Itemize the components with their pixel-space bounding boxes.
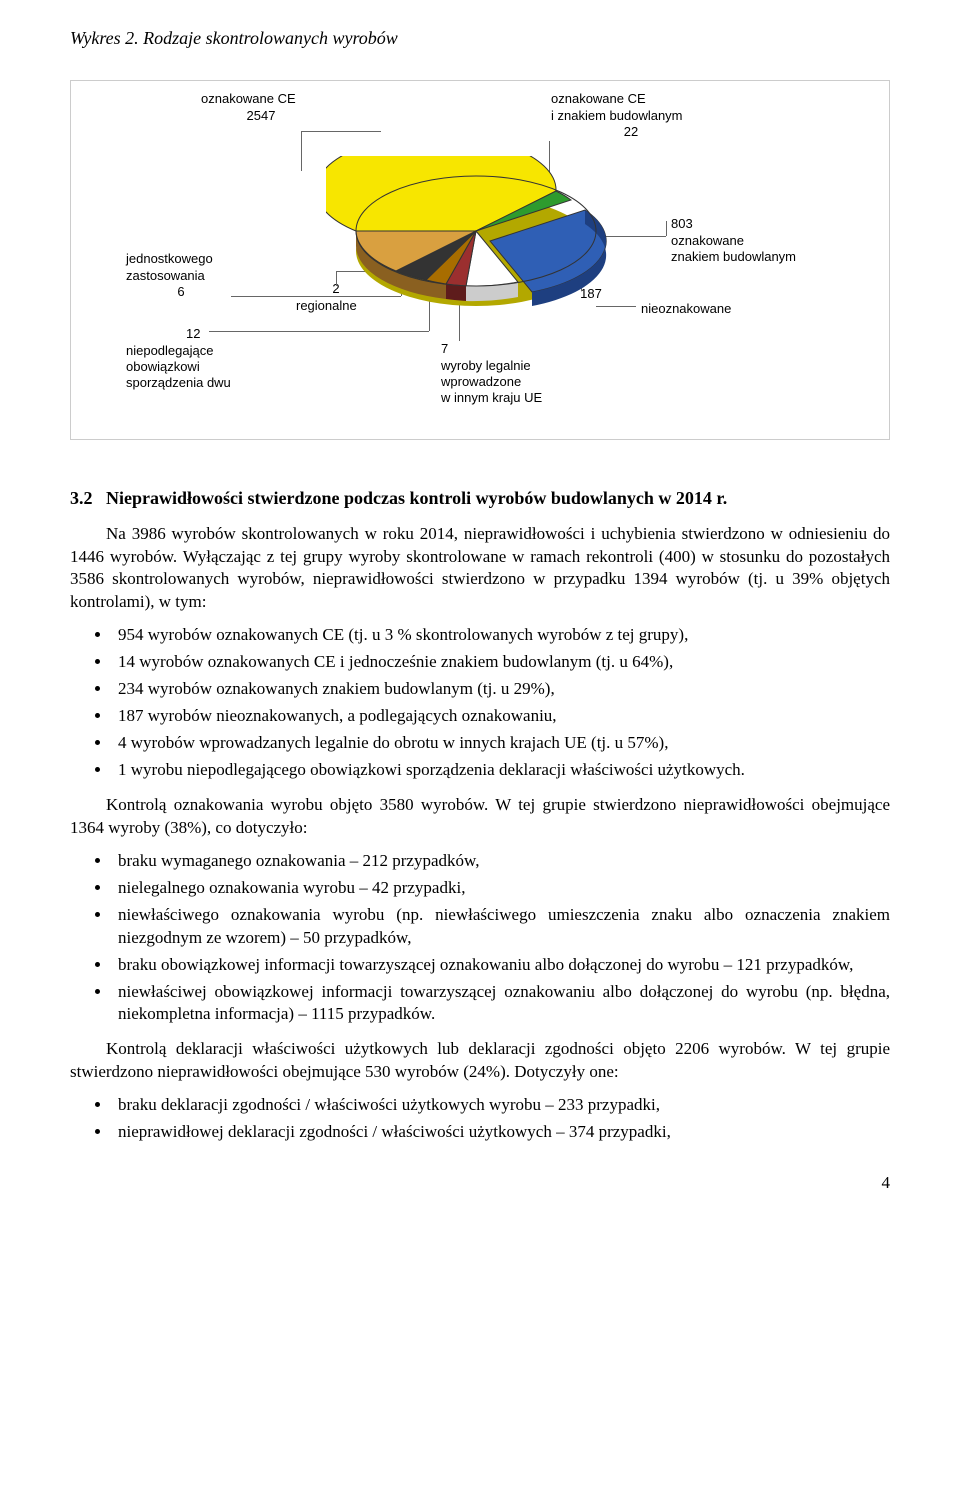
list-item: niewłaściwego oznakowania wyrobu (np. ni… — [112, 904, 890, 950]
label-12-value: 12 — [126, 326, 266, 342]
label-ce-text: oznakowane CE — [201, 91, 296, 106]
list-item: braku wymaganego oznakowania – 212 przyp… — [112, 850, 890, 873]
label-7-value: 7 — [441, 341, 601, 357]
label-ce: oznakowane CE 2547 — [201, 91, 321, 124]
list-item: braku deklaracji zgodności / właściwości… — [112, 1094, 890, 1117]
label-ce-value: 2547 — [201, 108, 321, 124]
label-jed-value: 6 — [126, 284, 236, 300]
label-nieozn-text: nieoznakowane — [641, 301, 731, 316]
label-jed-text: jednostkowego zastosowania — [126, 251, 213, 282]
label-nieozn: nieoznakowane — [641, 301, 761, 317]
list-item: 4 wyrobów wprowadzanych legalnie do obro… — [112, 732, 890, 755]
paragraph-3: Kontrolą deklaracji właściwości użytkowy… — [70, 1038, 890, 1084]
list-item: 234 wyrobów oznakowanych znakiem budowla… — [112, 678, 890, 701]
list-3: braku deklaracji zgodności / właściwości… — [70, 1094, 890, 1144]
figure-title: Wykres 2. Rodzaje skontrolowanych wyrobó… — [70, 26, 890, 50]
section-heading: 3.2 Nieprawidłowości stwierdzone podczas… — [70, 486, 890, 510]
section-number: 3.2 — [70, 488, 93, 508]
list-item: niewłaściwej obowiązkowej informacji tow… — [112, 981, 890, 1027]
label-ce-b: oznakowane CE i znakiem budowlanym 22 — [551, 91, 711, 140]
leader — [301, 131, 302, 171]
label-12: 12 niepodlegające obowiązkowi sporządzen… — [126, 326, 266, 391]
label-jed: jednostkowego zastosowania 6 — [126, 251, 236, 300]
leader — [666, 221, 667, 236]
list-item: braku obowiązkowej informacji towarzyszą… — [112, 954, 890, 977]
list-item: 14 wyrobów oznakowanych CE i jednocześni… — [112, 651, 890, 674]
list-1: 954 wyrobów oznakowanych CE (tj. u 3 % s… — [70, 624, 890, 782]
pie-chart-container: oznakowane CE 2547 oznakowane CE i znaki… — [70, 80, 890, 440]
paragraph-2: Kontrolą oznakowania wyrobu objęto 3580 … — [70, 794, 890, 840]
list-2: braku wymaganego oznakowania – 212 przyp… — [70, 850, 890, 1027]
list-item: 1 wyrobu niepodlegającego obowiązkowi sp… — [112, 759, 890, 782]
list-item: 187 wyrobów nieoznakowanych, a podlegają… — [112, 705, 890, 728]
section-title: Nieprawidłowości stwierdzone podczas kon… — [106, 488, 727, 508]
label-12-text: niepodlegające obowiązkowi sporządzenia … — [126, 343, 231, 391]
list-item: 954 wyrobów oznakowanych CE (tj. u 3 % s… — [112, 624, 890, 647]
leader — [301, 131, 381, 132]
paragraph-1: Na 3986 wyrobów skontrolowanych w roku 2… — [70, 523, 890, 615]
list-item: nielegalnego oznakowania wyrobu – 42 prz… — [112, 877, 890, 900]
pie-chart — [326, 156, 626, 336]
label-7-text: wyroby legalnie wprowadzone w innym kraj… — [441, 358, 542, 406]
page-number: 4 — [70, 1172, 890, 1195]
label-7: 7 wyroby legalnie wprowadzone w innym kr… — [441, 341, 601, 406]
label-ce-b-value: 22 — [551, 124, 711, 140]
label-ce-b-text: oznakowane CE i znakiem budowlanym — [551, 91, 683, 122]
label-b803-value: 803 — [671, 216, 831, 232]
label-b803-text: oznakowane znakiem budowlanym — [671, 233, 796, 264]
list-item: nieprawidłowej deklaracji zgodności / wł… — [112, 1121, 890, 1144]
label-b803: 803 oznakowane znakiem budowlanym — [671, 216, 831, 265]
